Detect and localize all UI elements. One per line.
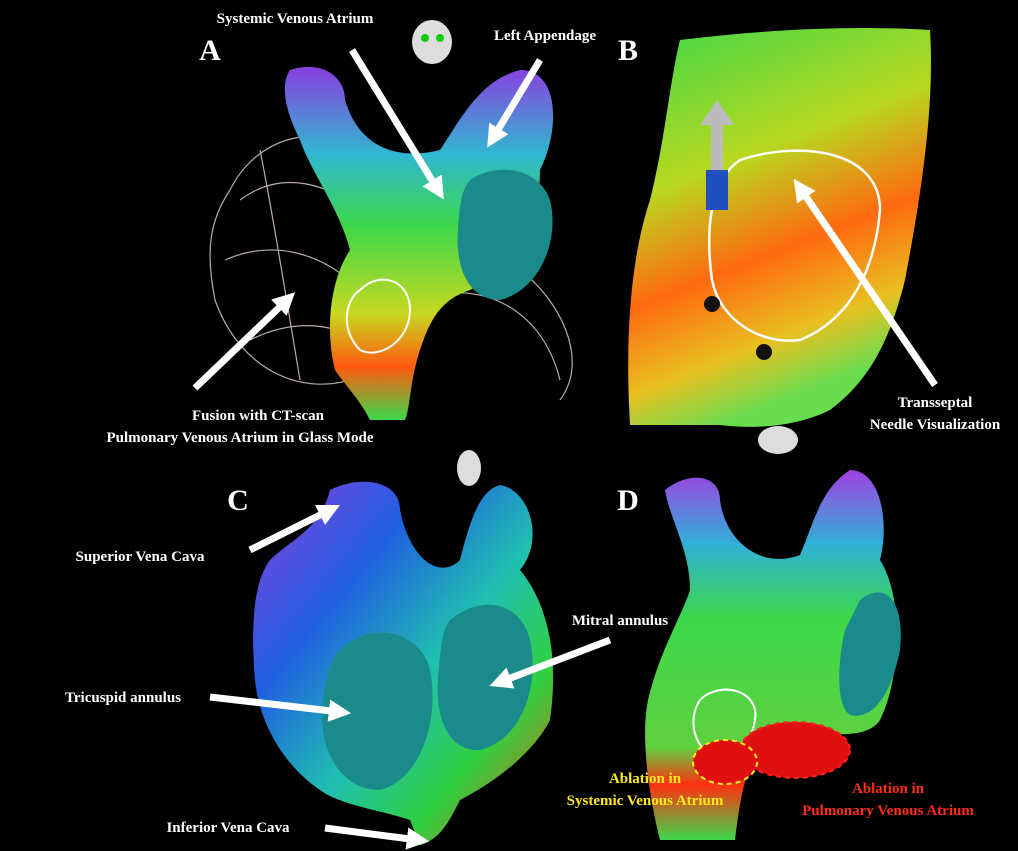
- catheter-icon: [700, 100, 734, 170]
- annotation: Systemic Venous Atrium: [217, 11, 374, 27]
- arrow: [487, 58, 543, 148]
- panel-letter: A: [199, 34, 221, 67]
- annotation: Inferior Vena Cava: [166, 820, 290, 836]
- annotation: Tricuspid annulus: [65, 690, 181, 706]
- face-icon: [457, 450, 481, 486]
- panel-letter: D: [617, 484, 639, 517]
- arrow: [793, 178, 938, 387]
- annotation: Needle Visualization: [870, 417, 1001, 433]
- annotation: Pulmonary Venous Atrium in Glass Mode: [106, 430, 373, 446]
- loop-a: [345, 278, 412, 354]
- loop-b: [707, 149, 882, 342]
- arrow: [349, 48, 444, 200]
- eye: [421, 34, 429, 42]
- annotation: Fusion with CT-scan: [192, 408, 325, 424]
- annotation: Ablation in: [609, 771, 682, 787]
- marker: [756, 344, 772, 360]
- panel-b: B Transseptal Needle Visualization: [618, 28, 1001, 433]
- arrow: [324, 824, 430, 850]
- panel-c: C Superior Vena Cava Mitral annulus Tric…: [65, 450, 668, 850]
- arrow: [489, 636, 612, 689]
- ablation-region: [692, 739, 758, 785]
- annotation: Ablation in: [852, 781, 925, 797]
- annotation: Left Appendage: [494, 28, 596, 44]
- panel-a: A Systemic Venous Atrium Left Appendage …: [106, 11, 596, 446]
- atrium-map: [284, 66, 554, 421]
- eye: [436, 34, 444, 42]
- panel-letter: B: [618, 34, 638, 67]
- annotation: Pulmonary Venous Atrium: [802, 803, 974, 819]
- face-icon: [758, 426, 798, 454]
- panel-d: D Ablation in Systemic Venous Atrium Abl…: [567, 426, 974, 840]
- arrow: [192, 292, 296, 391]
- annotation: Superior Vena Cava: [76, 549, 205, 565]
- valve-d: [839, 592, 901, 716]
- arrow: [209, 693, 352, 722]
- annotation: Mitral annulus: [572, 613, 668, 629]
- annotation: Transseptal: [898, 395, 973, 411]
- arrow: [248, 504, 341, 554]
- ablation-region: [739, 721, 851, 779]
- atrium-map: [628, 28, 931, 427]
- valve-a: [457, 169, 553, 300]
- tricuspid-valve: [321, 632, 433, 790]
- panel-letter: C: [227, 484, 249, 517]
- sheath: [706, 170, 728, 210]
- annotation: Systemic Venous Atrium: [567, 793, 724, 809]
- marker: [704, 296, 720, 312]
- mitral-valve: [437, 604, 533, 751]
- face-icon: [412, 20, 452, 64]
